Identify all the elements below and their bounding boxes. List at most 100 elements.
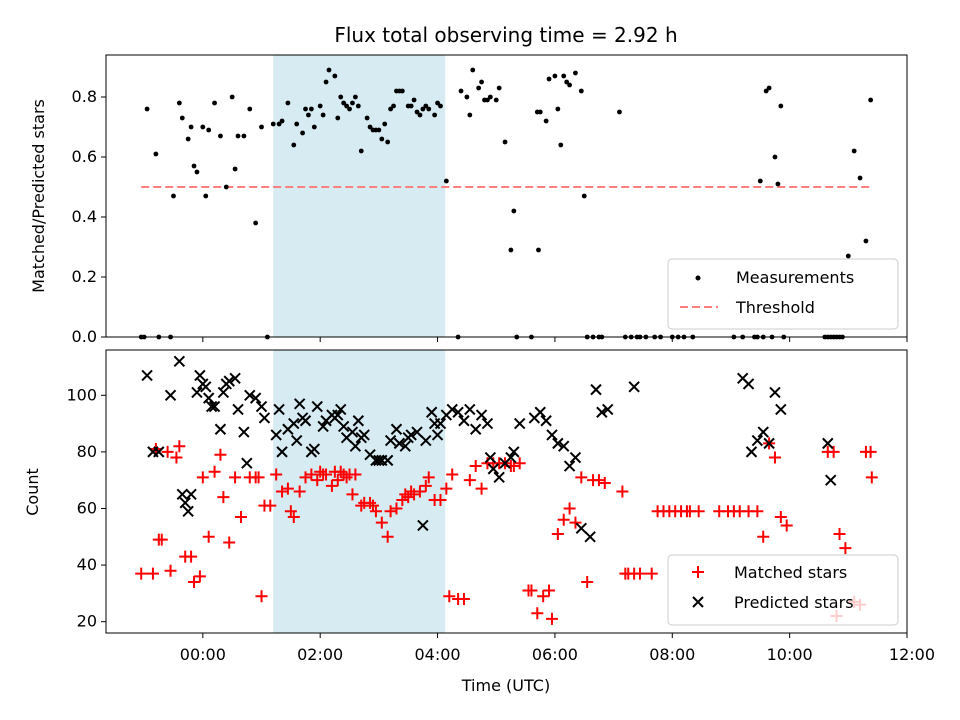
measurement-point: [467, 112, 473, 118]
measurement-point: [352, 94, 358, 100]
measurement-point: [778, 103, 784, 109]
measurement-point: [417, 112, 423, 118]
measurement-point: [218, 133, 223, 139]
measurement-point: [564, 79, 570, 85]
measurement-point: [757, 178, 763, 184]
measurement-point: [232, 166, 238, 172]
measurement-point: [144, 106, 150, 112]
predicted-star-point: [628, 381, 640, 393]
measurement-point: [223, 184, 229, 190]
top-y-tick-label: 0.6: [72, 147, 97, 166]
matched-star-point: [575, 471, 588, 484]
predicted-star-point: [508, 446, 520, 458]
matched-star-point: [299, 471, 312, 484]
measurement-point: [537, 109, 543, 115]
predicted-star-point: [299, 415, 312, 427]
matched-star-point: [255, 590, 268, 603]
matched-star-point: [592, 474, 605, 487]
matched-star-point: [367, 499, 379, 512]
matched-star-point: [443, 590, 456, 603]
bottom-panel-frame: [105, 349, 908, 634]
predicted-star-point: [249, 392, 262, 404]
measurement-point: [347, 106, 352, 112]
matched-star-point: [364, 496, 377, 509]
matched-star-point: [839, 542, 852, 555]
legend-measurements-label: Measurements: [736, 268, 854, 287]
measurement-point: [845, 253, 851, 259]
bottom-legend: Matched stars Predicted stars: [667, 554, 899, 626]
measurement-point: [385, 139, 391, 145]
measurement-point: [188, 124, 194, 130]
predicted-star-point: [431, 429, 444, 441]
top-y-tick-label: 0.8: [72, 87, 97, 106]
matched-star-point: [422, 471, 435, 484]
top-x-ticks: [202, 337, 908, 342]
predicted-star-point: [270, 429, 282, 441]
matched-star-point: [146, 567, 159, 580]
predicted-star-point: [194, 369, 206, 382]
matched-star-point: [413, 485, 426, 498]
measurement-point: [300, 130, 305, 136]
matched-star-point: [446, 468, 459, 481]
predicted-star-point: [552, 437, 564, 450]
measurement-point: [206, 127, 212, 133]
matched-star-point: [751, 505, 764, 518]
measurement-point: [543, 118, 549, 124]
predicted-star-point: [452, 406, 464, 418]
measurement-point: [423, 103, 429, 109]
matched-star-point: [284, 505, 297, 518]
matched-star-point: [320, 468, 333, 481]
predicted-star-point: [420, 434, 432, 447]
bottom-y-tick-label: 40: [77, 555, 97, 574]
matched-star-point: [208, 465, 221, 478]
matched-star-point: [551, 527, 564, 540]
measurement-point: [863, 238, 869, 244]
predicted-star-point: [575, 522, 588, 534]
measurement-point: [306, 112, 311, 118]
measurement-point: [508, 247, 514, 253]
matched-star-point: [768, 451, 781, 464]
measurement-point: [546, 76, 552, 82]
matched-star-point: [434, 493, 447, 506]
matched-star-point: [402, 491, 415, 504]
matched-star-point: [135, 567, 148, 580]
top-y-tick-label: 0.0: [72, 327, 97, 346]
legend-measurements-marker: [695, 275, 701, 281]
measurement-point: [194, 169, 200, 175]
matched-star-point: [276, 485, 289, 498]
matched-star-point: [384, 505, 397, 518]
predicted-star-point: [434, 417, 447, 430]
measurement-point: [203, 193, 209, 199]
predicted-star-point: [381, 454, 394, 467]
predicted-star-point: [214, 423, 227, 435]
measurement-point: [323, 79, 329, 85]
measurement-point: [171, 193, 176, 199]
predicted-stars-points: [142, 356, 837, 543]
predicted-star-point: [358, 429, 370, 441]
predicted-star-point: [446, 403, 458, 416]
measurement-point: [435, 100, 440, 106]
measurement-point: [332, 73, 338, 79]
matched-star-point: [202, 530, 215, 543]
matched-star-point: [305, 468, 318, 481]
bottom-y-tick-label: 100: [66, 385, 97, 404]
matched-star-point: [161, 445, 174, 458]
bottom-x-tick-label: 12:00: [889, 645, 935, 664]
measurement-point: [485, 97, 490, 103]
chart-title: Flux total observing time = 2.92 h: [334, 23, 677, 47]
predicted-star-point: [273, 403, 285, 416]
matched-star-point: [375, 516, 388, 529]
matched-star-point: [164, 564, 177, 577]
matched-star-point: [692, 505, 705, 518]
measurement-point: [502, 139, 508, 145]
measurement-point: [420, 106, 426, 112]
bottom-y-axis: 20 40 60 80 100: [66, 385, 106, 631]
matched-star-point: [408, 488, 421, 501]
bottom-x-tick-label: 02:00: [297, 645, 343, 664]
measurement-point: [376, 127, 382, 133]
predicted-star-point: [602, 403, 614, 416]
matched-star-point: [563, 502, 576, 515]
measurement-point: [464, 94, 470, 100]
measurement-point: [179, 115, 185, 121]
legend-matched-label: Matched stars: [734, 563, 847, 582]
